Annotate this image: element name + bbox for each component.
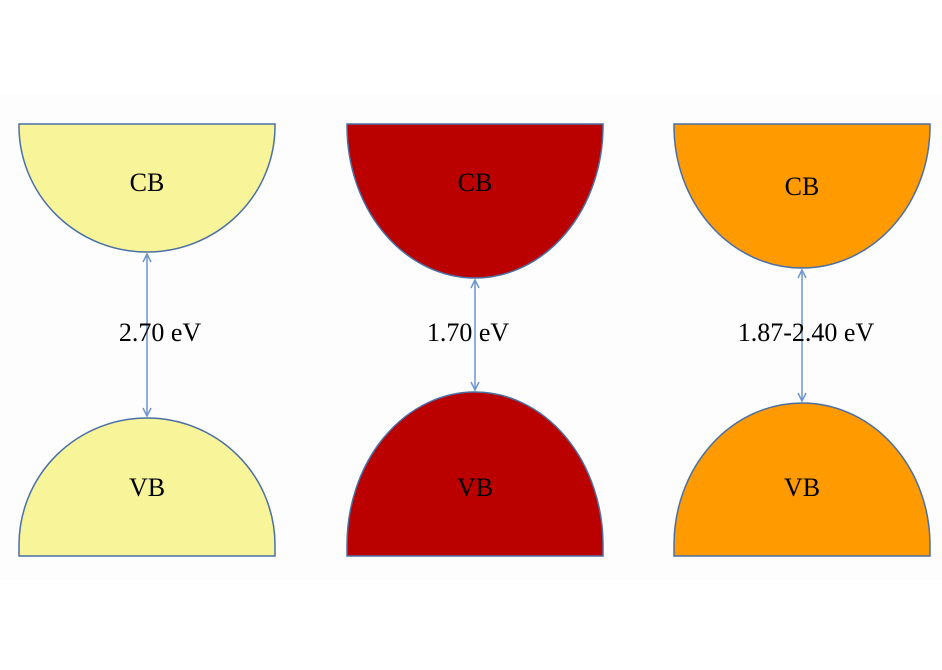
cb-label: CB	[130, 168, 165, 197]
vb-label: VB	[457, 473, 493, 502]
conduction-band	[18, 123, 276, 253]
cb-label: CB	[785, 172, 820, 201]
panel: CB VB 1.87-2.40 eV	[673, 123, 931, 557]
vb-label: VB	[784, 473, 820, 502]
gap-label: 1.87-2.40 eV	[738, 318, 875, 347]
gap-label: 2.70 eV	[119, 318, 202, 347]
gap-label: 1.70 eV	[427, 318, 510, 347]
valence-band	[673, 402, 931, 557]
panel: CB VB 1.70 eV	[346, 123, 604, 557]
vb-label: VB	[129, 473, 165, 502]
conduction-band	[673, 123, 931, 269]
valence-band	[18, 417, 276, 557]
conduction-band	[346, 123, 604, 279]
panel: CB VB 2.70 eV	[18, 123, 276, 557]
cb-label: CB	[458, 168, 493, 197]
valence-band	[346, 391, 604, 557]
